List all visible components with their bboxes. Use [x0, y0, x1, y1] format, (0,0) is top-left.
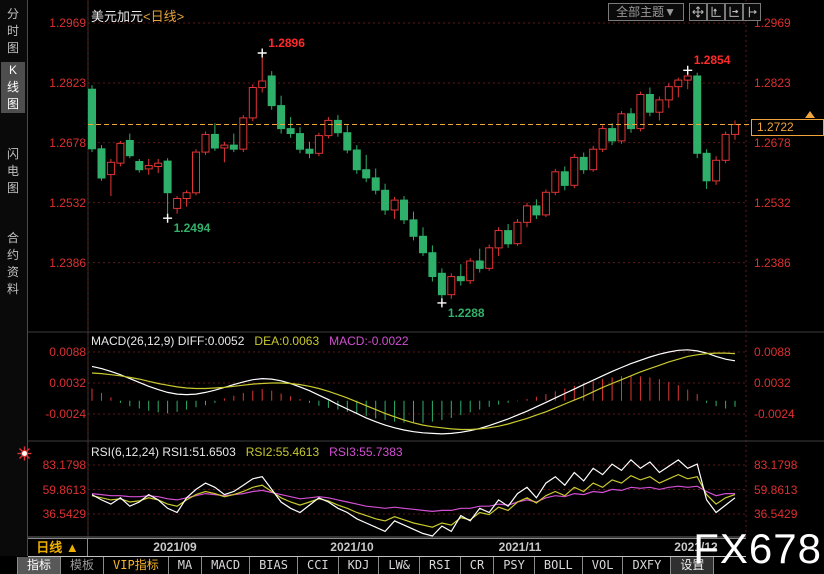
zoom-horizontal-axis-icon [729, 6, 739, 17]
indicator-tab-vip指标[interactable]: VIP指标 [104, 557, 169, 574]
indicator-tab-cr[interactable]: CR [461, 557, 495, 574]
price-axis-label-right: 1.2823 [754, 76, 791, 90]
price-axis-label-left: 1.2386 [49, 255, 86, 270]
indicator-tab-dxfy[interactable]: DXFY [623, 557, 672, 574]
indicator-tab-bar: 指标 模板 VIP指标 MA MACD BIAS CCI KDJ LW& RSI CR PSY BOLL… [17, 557, 715, 574]
zoom-vertical-axis-icon [711, 6, 721, 17]
shift-right-icon [748, 6, 757, 18]
symbol-name: 美元加元 [91, 9, 144, 24]
pan-view-icon [692, 6, 704, 18]
price-axis-label-right: 1.2532 [754, 195, 791, 210]
date-axis-label: 2021/12 [674, 540, 718, 554]
price-axis-label-right: 1.2678 [754, 135, 791, 150]
rsi3-value: RSI3:55.7383 [329, 445, 403, 459]
macd-axis-label-right: -0.0024 [754, 406, 795, 421]
price-axis-label-left: 1.2678 [49, 135, 86, 150]
indicator-tab-cci[interactable]: CCI [298, 557, 339, 574]
date-axis-label: 2021/10 [330, 540, 374, 554]
sidebar-tab-1[interactable]: 分时图 [6, 7, 19, 55]
page-title: 美元加元<日线> [91, 6, 184, 25]
price-arrow-icon [805, 110, 815, 118]
rsi-axis-label-left: 83.1798 [42, 458, 86, 472]
indicator-tab-psy[interactable]: PSY [494, 557, 535, 574]
price-axis-label-left: 1.2823 [49, 76, 86, 90]
rsi-axis-label-left: 36.5429 [42, 507, 86, 521]
zoom-horizontal-axis-button[interactable] [725, 3, 743, 21]
period-tag: <日线> [143, 9, 185, 24]
macd-axis-label-left: 0.0032 [49, 375, 86, 390]
indicator-tab-vol[interactable]: VOL [583, 557, 624, 574]
indicator-tab-ma[interactable]: MA [169, 557, 203, 574]
indicator-tab-模板[interactable]: 模板 [61, 557, 105, 574]
rsi-axis-label-left: 59.8613 [42, 482, 86, 497]
pan-view-button[interactable] [689, 3, 707, 21]
extreme-price-annotation: 1.2854 [693, 53, 731, 68]
macd-axis-label-left: 0.0088 [49, 344, 86, 359]
zoom-vertical-axis-button[interactable] [707, 3, 725, 21]
indicator-tab-设置[interactable]: 设置 [671, 557, 715, 574]
macd-axis-label-left: -0.0024 [45, 406, 86, 421]
period-selector[interactable]: 日线 ▲ [28, 539, 88, 556]
extreme-price-annotation: 1.2896 [268, 36, 305, 50]
rsi-axis-label-right: 83.1798 [754, 458, 798, 472]
date-axis-row: 日线 ▲ 2021/09 2021/10 2021/11 2021/12 [28, 538, 746, 557]
indicator-tab-boll[interactable]: BOLL [535, 557, 583, 574]
macd-macd-value: MACD:-0.0022 [329, 334, 409, 348]
period-arrow-icon: ▲ [65, 540, 79, 555]
rsi-axis-label-right: 36.5429 [754, 507, 798, 521]
rsi-header: RSI(6,12,24) RSI1:51.6503 RSI2:55.4613 RSI… [91, 445, 403, 459]
indicator-tab-kdj[interactable]: KDJ [339, 557, 380, 574]
rsi-axis-label-right: 59.8613 [754, 482, 798, 497]
indicator-tab-bias[interactable]: BIAS [250, 557, 298, 574]
indicator-tab-lw&[interactable]: LW& [379, 557, 421, 574]
extreme-price-annotation: 1.2494 [173, 221, 211, 236]
sidebar-tab-4[interactable]: 合约资料 [6, 231, 19, 296]
date-axis-label: 2021/11 [498, 540, 542, 554]
rsi1-value: RSI(6,12,24) RSI1:51.6503 [91, 445, 236, 459]
macd-header: MACD(26,12,9) DIFF:0.0052 DEA:0.0063 MACD:… [91, 334, 409, 348]
price-axis-label-left: 1.2532 [49, 195, 86, 210]
period-label: 日线 [36, 540, 63, 555]
indicator-marker-icon[interactable] [17, 446, 32, 461]
watermark: FX678 [693, 525, 822, 572]
theme-dropdown[interactable]: 全部主题▼ [608, 3, 684, 21]
macd-diff-value: MACD(26,12,9) DIFF:0.0052 [91, 334, 245, 348]
macd-axis-label-right: 0.0032 [754, 375, 791, 390]
price-axis-label-right: 1.2386 [754, 255, 791, 270]
indicator-tab-rsi[interactable]: RSI [420, 557, 461, 574]
rsi2-value: RSI2:55.4613 [245, 445, 320, 459]
indicator-tab-指标[interactable]: 指标 [17, 557, 62, 574]
shift-right-button[interactable] [743, 3, 761, 21]
date-axis-label: 2021/09 [153, 540, 197, 554]
macd-axis-label-right: 0.0088 [754, 344, 791, 359]
current-price-box: 1.2722 [751, 118, 824, 136]
indicator-tab-macd[interactable]: MACD [202, 557, 251, 574]
macd-dea-value: DEA:0.0063 [254, 334, 320, 348]
price-axis-label-left: 1.2969 [49, 16, 86, 30]
price-axis-label-right: 1.2969 [754, 16, 791, 30]
extreme-price-annotation: 1.2288 [447, 305, 485, 320]
sidebar-tab-3[interactable]: 闪电图 [6, 147, 19, 195]
